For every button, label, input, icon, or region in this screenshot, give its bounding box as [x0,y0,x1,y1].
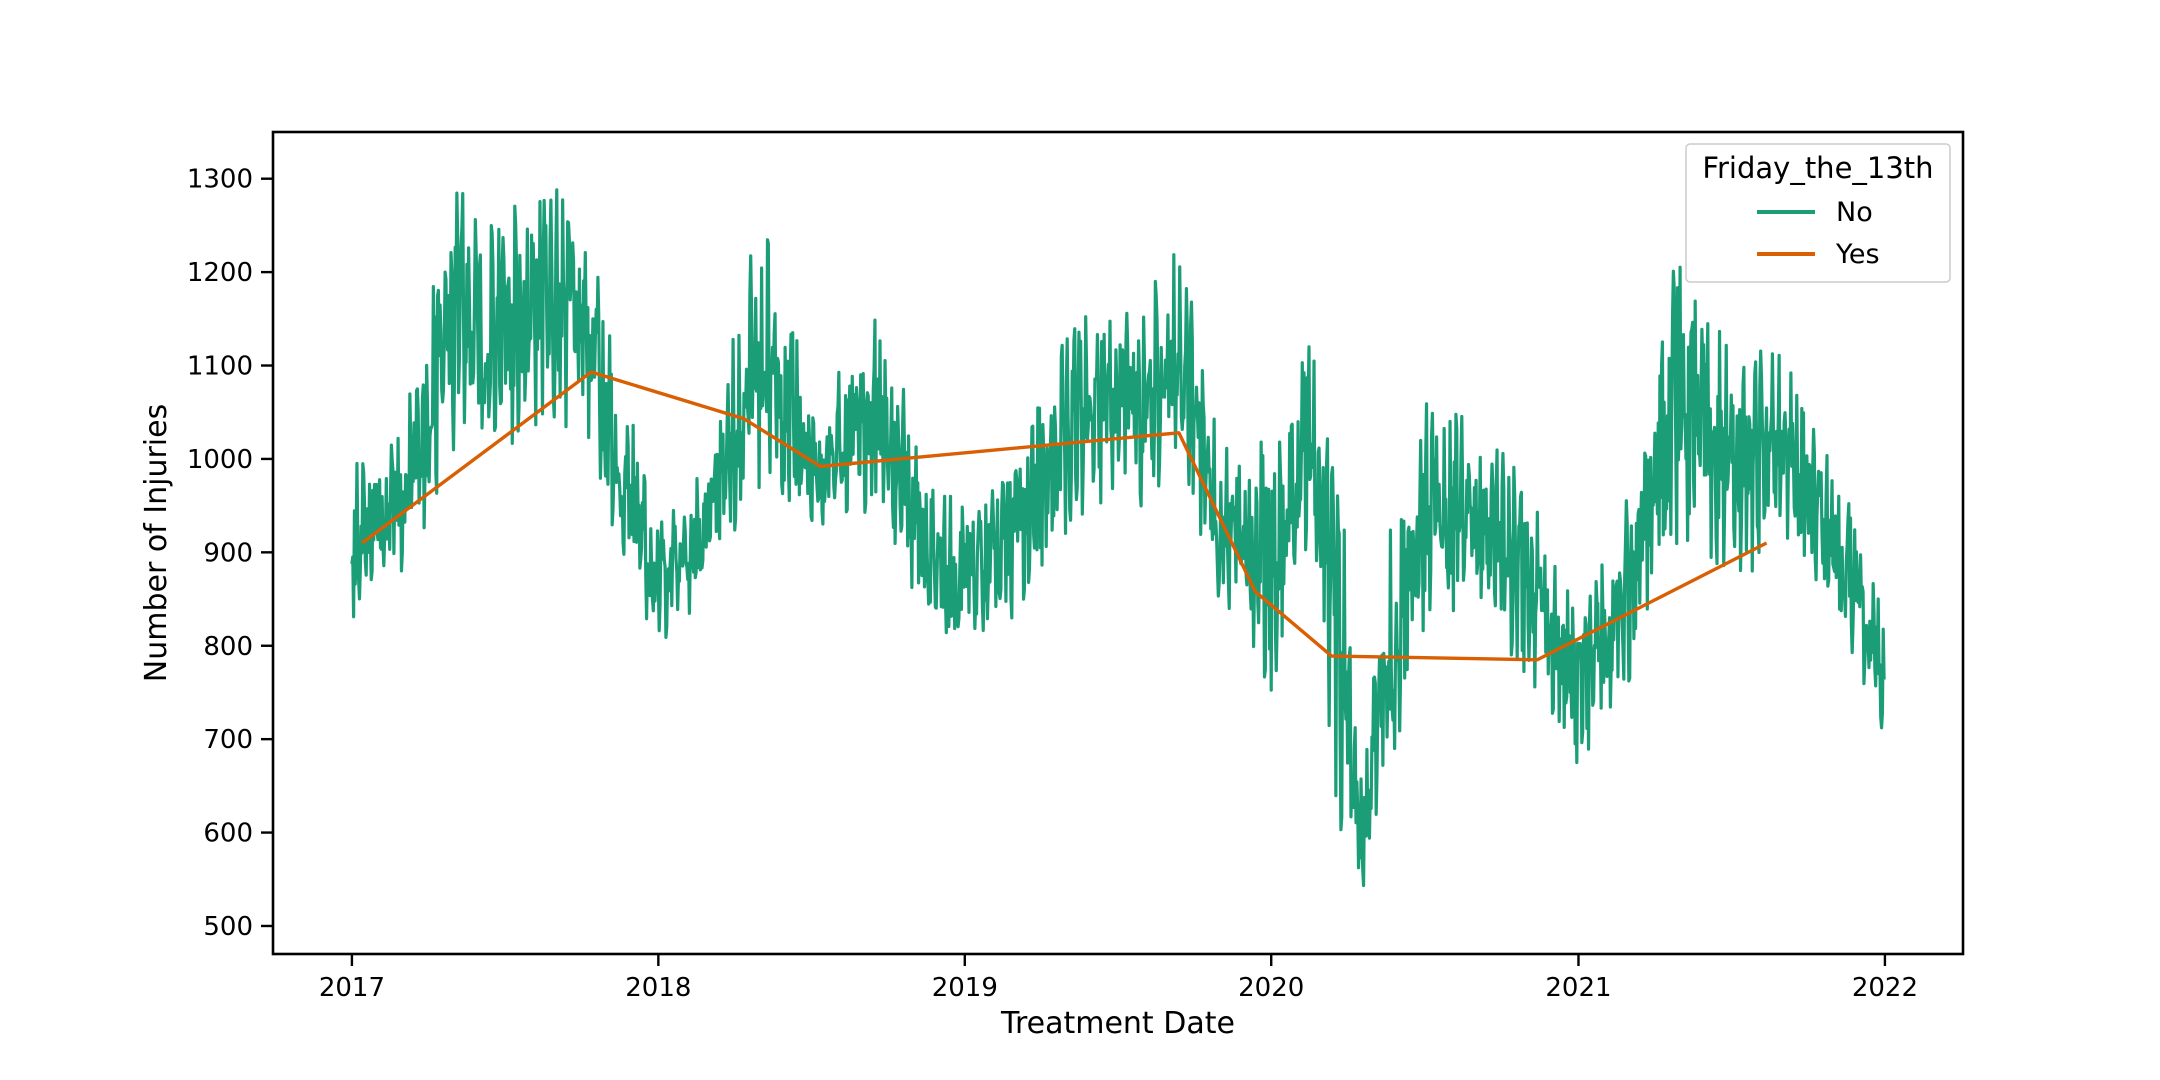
x-tick-label: 2020 [1238,973,1304,1003]
legend-box [1685,143,1951,283]
y-axis: 500 600 700 800 900 1000 1100 1200 1300 [187,165,273,942]
x-tick-label: 2019 [932,973,998,1003]
x-tick-label: 2022 [1852,973,1918,1003]
y-tick-label: 1100 [187,352,253,382]
series-layer [350,188,1886,888]
y-tick-label: 900 [203,538,253,568]
y-axis-title: Number of Injuries [139,404,174,682]
legend: Friday_the_13th No Yes [1685,143,1951,283]
y-tick-label: 800 [203,632,253,662]
x-tick-label: 2021 [1545,973,1611,1003]
y-tick-label: 1300 [187,165,253,195]
series-line-no [350,188,1886,888]
x-tick-label: 2017 [319,973,385,1003]
legend-label-yes: Yes [1835,239,1880,270]
y-tick-label: 500 [203,912,253,942]
x-axis-title: Treatment Date [1000,1006,1235,1041]
plot-frame [271,130,1965,956]
legend-title: Friday_the_13th [1702,151,1933,185]
y-tick-label: 600 [203,819,253,849]
x-tick-label: 2018 [625,973,691,1003]
y-tick-label: 1200 [187,258,253,288]
x-axis: 2017 2018 2019 2020 2021 2022 [319,954,1918,1003]
y-tick-label: 1000 [187,445,253,475]
legend-label-no: No [1836,197,1873,228]
y-tick-label: 700 [203,725,253,755]
